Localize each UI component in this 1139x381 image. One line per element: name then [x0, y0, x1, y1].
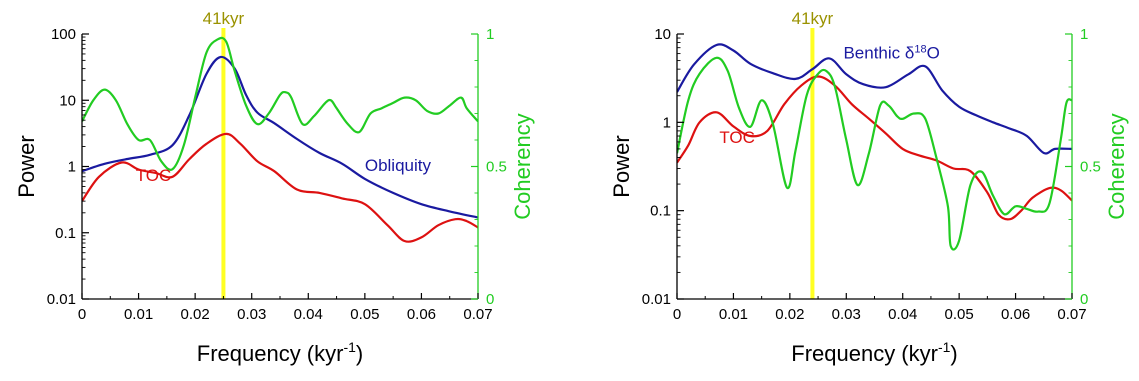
y-right-tick-label: 1: [486, 26, 494, 43]
benthic-d18o-power-line: [677, 43, 1072, 155]
toc-label: TOC: [719, 128, 755, 147]
x-tick-label: 0.07: [1057, 306, 1086, 323]
y-left-tick-label: 1: [663, 114, 671, 131]
y-left-tick-label: 0.01: [47, 291, 76, 308]
y-left-tick-label: 1: [68, 159, 76, 176]
y-right-tick-label: 0: [486, 291, 494, 308]
x-tick-label: 0.04: [294, 306, 323, 323]
y-left-tick-label: 10: [654, 26, 671, 43]
y-right-tick-label: 0.5: [1080, 159, 1101, 176]
x-tick-label: 0.03: [237, 306, 266, 323]
x-tick-label: 0.04: [888, 306, 917, 323]
y-left-tick-label: 0.1: [55, 225, 76, 242]
toc-power-line: [677, 75, 1072, 221]
x-tick-label: 0: [673, 306, 681, 323]
x-tick-label: 0.05: [350, 306, 379, 323]
x-tick-label: 0.06: [1001, 306, 1030, 323]
series-label-benthic-d18o: Benthic δ18O: [843, 43, 939, 62]
toc-power-line: [82, 132, 478, 243]
y-right-axis-title: Coherency: [1104, 113, 1129, 219]
y-right-tick-label: 1: [1080, 26, 1088, 43]
x-tick-label: 0.03: [832, 306, 861, 323]
series-label-obliquity: Obliquity: [365, 156, 432, 175]
y-right-tick-label: 0: [1080, 291, 1088, 308]
toc-label: TOC: [136, 166, 172, 185]
y-left-axis-title: Power: [14, 135, 39, 197]
y-left-tick-label: 100: [51, 26, 76, 43]
coherency-line: [82, 36, 478, 171]
x-tick-label: 0.06: [407, 306, 436, 323]
y-right-tick-label: 0.5: [486, 159, 507, 176]
marker-label-41kyr: 41kyr: [203, 9, 245, 28]
x-tick-label: 0.02: [775, 306, 804, 323]
x-axis-title: Frequency (kyr-1): [197, 339, 364, 366]
marker-label-41kyr: 41kyr: [792, 9, 834, 28]
y-left-tick-label: 0.01: [642, 291, 671, 308]
y-left-tick-label: 10: [59, 92, 76, 109]
x-tick-label: 0.02: [181, 306, 210, 323]
x-tick-label: 0: [78, 306, 86, 323]
x-tick-label: 0.05: [945, 306, 974, 323]
coherency-line: [677, 56, 1072, 251]
x-tick-label: 0.07: [463, 306, 492, 323]
y-left-axis-title: Power: [609, 135, 634, 197]
x-axis-title: Frequency (kyr-1): [791, 339, 958, 366]
obliquity-power-line: [82, 55, 478, 219]
x-tick-label: 0.01: [719, 306, 748, 323]
y-right-axis-title: Coherency: [510, 113, 535, 219]
y-left-tick-label: 0.1: [650, 203, 671, 220]
x-tick-label: 0.01: [124, 306, 153, 323]
